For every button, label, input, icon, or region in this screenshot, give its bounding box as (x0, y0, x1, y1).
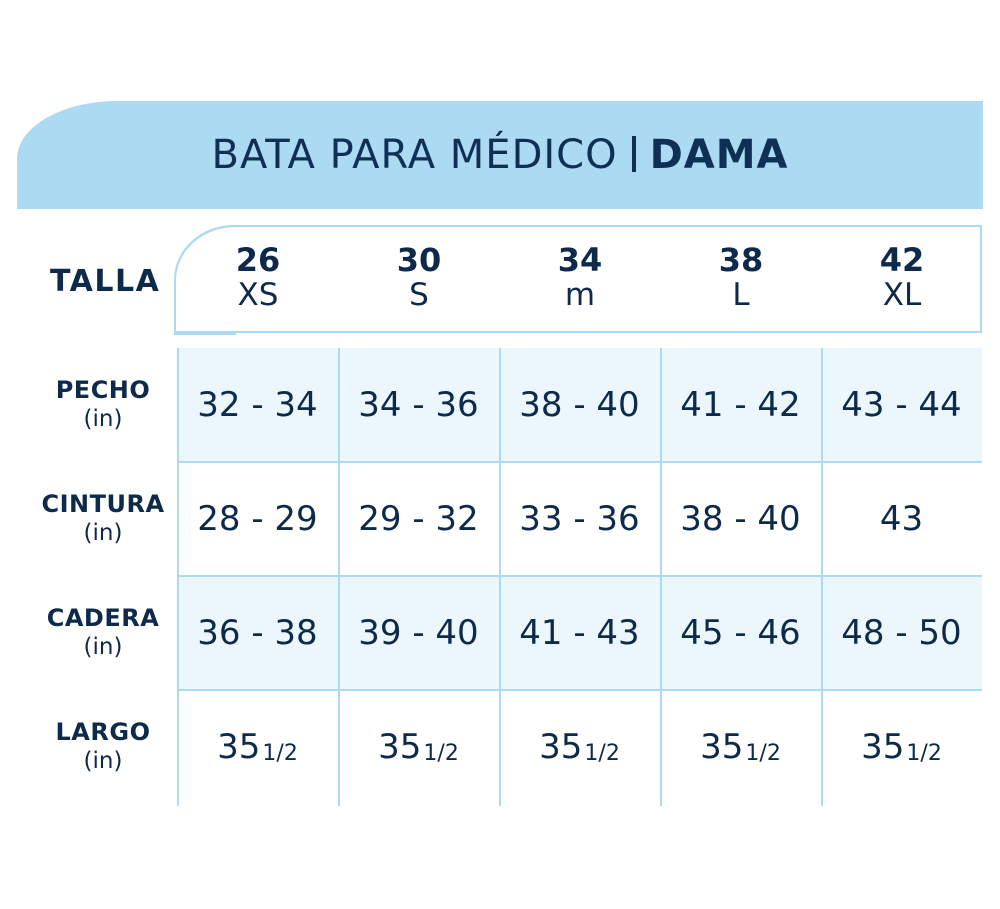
page-title: BATA PARA MÉDICO DAMA (212, 132, 789, 178)
cell-value: 36 - 38 (197, 613, 318, 653)
size-number: 34 (557, 241, 603, 279)
row-name: PECHO (55, 376, 151, 404)
table-cell: 34 - 36 (338, 348, 499, 462)
cell-fraction: 1/2 (262, 740, 298, 766)
column-divider (660, 348, 662, 806)
row-unit: (in) (83, 748, 123, 774)
table-cell: 35 1/2 (499, 690, 660, 804)
cell-fraction: 1/2 (745, 740, 781, 766)
table-cell: 41 - 42 (660, 348, 821, 462)
row-label-largo: LARGO (in) (18, 717, 188, 775)
table-cell: 39 - 40 (338, 576, 499, 690)
size-code: XS (237, 277, 279, 313)
column-divider (177, 348, 179, 806)
table-cell: 33 - 36 (499, 462, 660, 576)
size-column-l: 38 L (661, 243, 821, 313)
title-banner: BATA PARA MÉDICO DAMA (17, 101, 983, 209)
table-cell: 48 - 50 (821, 576, 982, 690)
table-cell: 35 1/2 (177, 690, 338, 804)
table-cell: 43 - 44 (821, 348, 982, 462)
table-cell: 41 - 43 (499, 576, 660, 690)
size-code: XL (882, 277, 922, 313)
title-separator (631, 136, 636, 172)
title-main: BATA PARA MÉDICO (211, 132, 618, 178)
column-divider (338, 348, 340, 806)
row-unit: (in) (83, 406, 123, 432)
table-cell: 38 - 40 (499, 348, 660, 462)
row-label-cintura: CINTURA (in) (18, 489, 188, 547)
size-column-m: 34 m (500, 243, 660, 313)
table-cell: 35 1/2 (821, 690, 982, 804)
row-band (177, 348, 982, 462)
table-cell: 35 1/2 (660, 690, 821, 804)
row-divider (177, 461, 982, 463)
size-number: 38 (718, 241, 764, 279)
table-cell: 28 - 29 (177, 462, 338, 576)
size-table: 32 - 34 34 - 36 38 - 40 41 - 42 43 - 44 28 - … (177, 348, 982, 806)
cell-value: 35 (217, 727, 261, 767)
cell-value: 32 - 34 (197, 385, 318, 425)
column-divider (499, 348, 501, 806)
title-emphasis: DAMA (649, 132, 789, 178)
size-code: m (564, 277, 596, 313)
row-band (177, 576, 982, 690)
row-name: CINTURA (41, 490, 165, 518)
talla-label: TALLA (50, 264, 161, 299)
cell-fraction: 1/2 (906, 740, 942, 766)
cell-value: 43 (879, 499, 924, 539)
table-cell: 29 - 32 (338, 462, 499, 576)
cell-value: 34 - 36 (358, 385, 479, 425)
table-cell: 38 - 40 (660, 462, 821, 576)
row-divider (177, 689, 982, 691)
cell-value: 33 - 36 (519, 499, 640, 539)
size-column-xl: 42 XL (822, 243, 982, 313)
cell-value: 38 - 40 (680, 499, 801, 539)
cell-value: 28 - 29 (197, 499, 318, 539)
size-code: L (732, 277, 750, 313)
row-name: LARGO (55, 718, 151, 746)
table-cell: 45 - 46 (660, 576, 821, 690)
size-number: 30 (396, 241, 442, 279)
row-unit: (in) (83, 520, 123, 546)
cell-value: 48 - 50 (841, 613, 962, 653)
row-name: CADERA (46, 604, 160, 632)
cell-value: 41 - 43 (519, 613, 640, 653)
table-cell: 32 - 34 (177, 348, 338, 462)
size-column-s: 30 S (339, 243, 499, 313)
size-code: S (409, 277, 429, 313)
table-cell: 36 - 38 (177, 576, 338, 690)
cell-value: 35 (539, 727, 583, 767)
size-number: 26 (235, 241, 281, 279)
row-label-pecho: PECHO (in) (18, 375, 188, 433)
cell-value: 39 - 40 (358, 613, 479, 653)
row-divider (177, 575, 982, 577)
table-cell: 43 (821, 462, 982, 576)
table-cell: 35 1/2 (338, 690, 499, 804)
cell-value: 43 - 44 (841, 385, 962, 425)
row-unit: (in) (83, 634, 123, 660)
cell-value: 41 - 42 (680, 385, 801, 425)
cell-value: 35 (861, 727, 905, 767)
column-divider (821, 348, 823, 806)
cell-value: 35 (700, 727, 744, 767)
size-number: 42 (879, 241, 925, 279)
cell-value: 45 - 46 (680, 613, 801, 653)
cell-value: 35 (378, 727, 422, 767)
cell-value: 38 - 40 (519, 385, 640, 425)
cell-fraction: 1/2 (423, 740, 459, 766)
row-label-cadera: CADERA (in) (18, 603, 188, 661)
cell-value: 29 - 32 (358, 499, 479, 539)
cell-fraction: 1/2 (584, 740, 620, 766)
size-column-xs: 26 XS (178, 243, 338, 313)
